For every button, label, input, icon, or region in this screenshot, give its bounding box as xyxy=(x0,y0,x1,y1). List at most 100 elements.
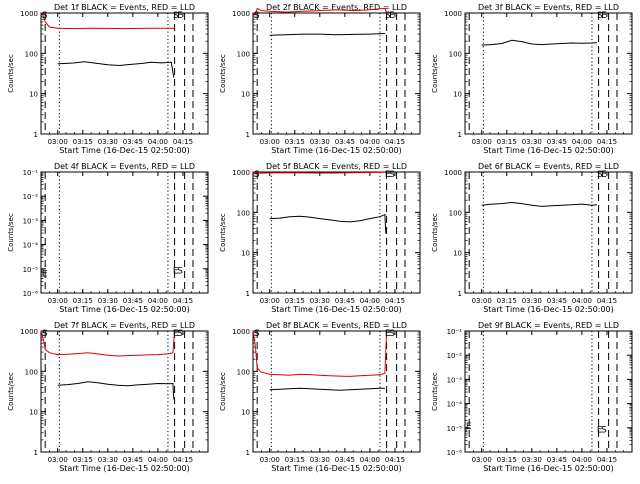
panel-title: Det 4f BLACK = Events, RED = LLD xyxy=(54,162,195,171)
y-tick-label: 10⁻² xyxy=(23,193,39,201)
y-axis-label: Counts/sec xyxy=(7,372,15,411)
x-tick-label: 04:00 xyxy=(148,138,168,146)
x-tick-label: 03:00 xyxy=(260,297,280,305)
y-axis-label: Counts/sec xyxy=(431,372,439,411)
lld-series-line xyxy=(40,12,175,30)
plot-frame xyxy=(40,171,209,294)
y-tick-label: 100 xyxy=(449,50,462,58)
plot-frame xyxy=(252,12,421,135)
event-marker-label: E xyxy=(389,11,395,21)
y-tick-label: 100 xyxy=(237,50,250,58)
y-tick-label: 10 xyxy=(453,250,462,258)
y-tick-label: 1 xyxy=(246,131,250,139)
x-axis-label: Start Time (16-Dec-15 02:50:00) xyxy=(271,305,402,314)
x-tick-label: 04:00 xyxy=(572,456,592,464)
x-tick-label: 03:15 xyxy=(497,297,517,305)
y-axis-label: Counts/sec xyxy=(219,213,227,252)
event-marker-label: E xyxy=(385,170,391,180)
events-series-line xyxy=(269,213,387,234)
x-tick-label: 03:30 xyxy=(98,456,118,464)
x-axis-label: Start Time (16-Dec-15 02:50:00) xyxy=(271,464,402,473)
y-tick-label: 10⁻⁶ xyxy=(23,290,39,298)
plot-frame xyxy=(252,330,421,453)
detector-panel-4: Det 4f BLACK = Events, RED = LLD Start Ti… xyxy=(7,162,209,314)
events-series-line xyxy=(481,201,597,207)
y-tick-label: 10⁻⁶ xyxy=(447,449,463,457)
x-tick-label: 03:30 xyxy=(98,297,118,305)
detector-panel-9: Det 9f BLACK = Events, RED = LLD Start Ti… xyxy=(431,321,633,473)
x-tick-label: 03:30 xyxy=(522,456,542,464)
panel-title: Det 7f BLACK = Events, RED = LLD xyxy=(54,321,195,330)
event-marker-label: S xyxy=(389,170,395,180)
y-tick-label: 1000 xyxy=(232,169,250,177)
y-tick-label: 10⁻³ xyxy=(447,376,463,384)
panel-title: Det 2f BLACK = Events, RED = LLD xyxy=(266,3,407,12)
event-marker-label: E xyxy=(466,422,472,432)
x-tick-label: 04:00 xyxy=(360,297,380,305)
x-tick-label: 04:15 xyxy=(173,138,193,146)
event-marker-label: E xyxy=(601,170,607,180)
y-tick-label: 10⁻⁴ xyxy=(447,401,463,409)
y-axis-label: Counts/sec xyxy=(7,213,15,252)
y-axis-label: Counts/sec xyxy=(7,54,15,93)
y-tick-label: 10⁻⁵ xyxy=(447,425,463,433)
x-tick-label: 03:00 xyxy=(260,138,280,146)
lld-series-line xyxy=(252,330,388,377)
event-marker-label: E xyxy=(173,266,179,276)
y-tick-label: 10⁻⁵ xyxy=(23,266,39,274)
x-tick-label: 04:15 xyxy=(597,138,617,146)
x-tick-label: 03:45 xyxy=(547,297,567,305)
y-axis-label: Counts/sec xyxy=(431,213,439,252)
x-tick-label: 04:15 xyxy=(173,297,193,305)
event-marker-label: S xyxy=(385,11,391,21)
x-axis-label: Start Time (16-Dec-15 02:50:00) xyxy=(59,464,190,473)
events-series-line xyxy=(481,39,597,46)
x-tick-label: 03:00 xyxy=(472,456,492,464)
x-tick-label: 03:30 xyxy=(310,297,330,305)
x-axis-label: Start Time (16-Dec-15 02:50:00) xyxy=(483,464,614,473)
y-tick-label: 100 xyxy=(25,50,38,58)
y-tick-label: 1 xyxy=(458,290,462,298)
y-tick-label: 1 xyxy=(458,131,462,139)
detector-panel-1: Det 1f BLACK = Events, RED = LLD Start Ti… xyxy=(7,3,209,155)
x-tick-label: 03:15 xyxy=(285,138,305,146)
x-tick-label: 04:00 xyxy=(572,138,592,146)
x-tick-label: 03:00 xyxy=(472,297,492,305)
y-tick-label: 1000 xyxy=(444,169,462,177)
detector-panel-3: Det 3f BLACK = Events, RED = LLD Start Ti… xyxy=(431,3,633,155)
y-tick-label: 100 xyxy=(237,209,250,217)
x-tick-label: 03:45 xyxy=(335,297,355,305)
y-tick-label: 1000 xyxy=(232,10,250,18)
events-series-line xyxy=(57,381,175,400)
plot-frame xyxy=(40,12,209,135)
x-tick-label: 03:30 xyxy=(522,138,542,146)
x-tick-label: 03:15 xyxy=(73,297,93,305)
y-tick-label: 10 xyxy=(241,250,250,258)
y-tick-label: 1000 xyxy=(232,328,250,336)
x-tick-label: 03:45 xyxy=(123,138,143,146)
event-marker-label: S xyxy=(177,266,183,276)
x-tick-label: 03:45 xyxy=(335,138,355,146)
y-tick-label: 1 xyxy=(246,290,250,298)
x-tick-label: 04:00 xyxy=(572,297,592,305)
x-tick-label: 03:00 xyxy=(472,138,492,146)
y-tick-label: 10⁻⁴ xyxy=(23,242,39,250)
y-tick-label: 10 xyxy=(241,91,250,99)
x-tick-label: 03:45 xyxy=(547,138,567,146)
x-tick-label: 04:15 xyxy=(385,456,405,464)
x-axis-label: Start Time (16-Dec-15 02:50:00) xyxy=(483,146,614,155)
event-marker-label: E xyxy=(173,329,179,339)
x-tick-label: 04:00 xyxy=(148,456,168,464)
x-tick-label: 03:45 xyxy=(335,456,355,464)
y-tick-label: 10 xyxy=(453,91,462,99)
events-series-line xyxy=(57,61,175,78)
event-marker-label: S xyxy=(601,425,607,435)
lld-series-line xyxy=(252,171,387,175)
detector-panel-7: Det 7f BLACK = Events, RED = LLD Start Ti… xyxy=(7,321,209,473)
event-marker-label: S xyxy=(597,11,603,21)
event-marker-label: S xyxy=(42,329,48,339)
x-tick-label: 03:00 xyxy=(48,456,68,464)
x-tick-label: 03:30 xyxy=(522,297,542,305)
x-tick-label: 03:00 xyxy=(48,138,68,146)
